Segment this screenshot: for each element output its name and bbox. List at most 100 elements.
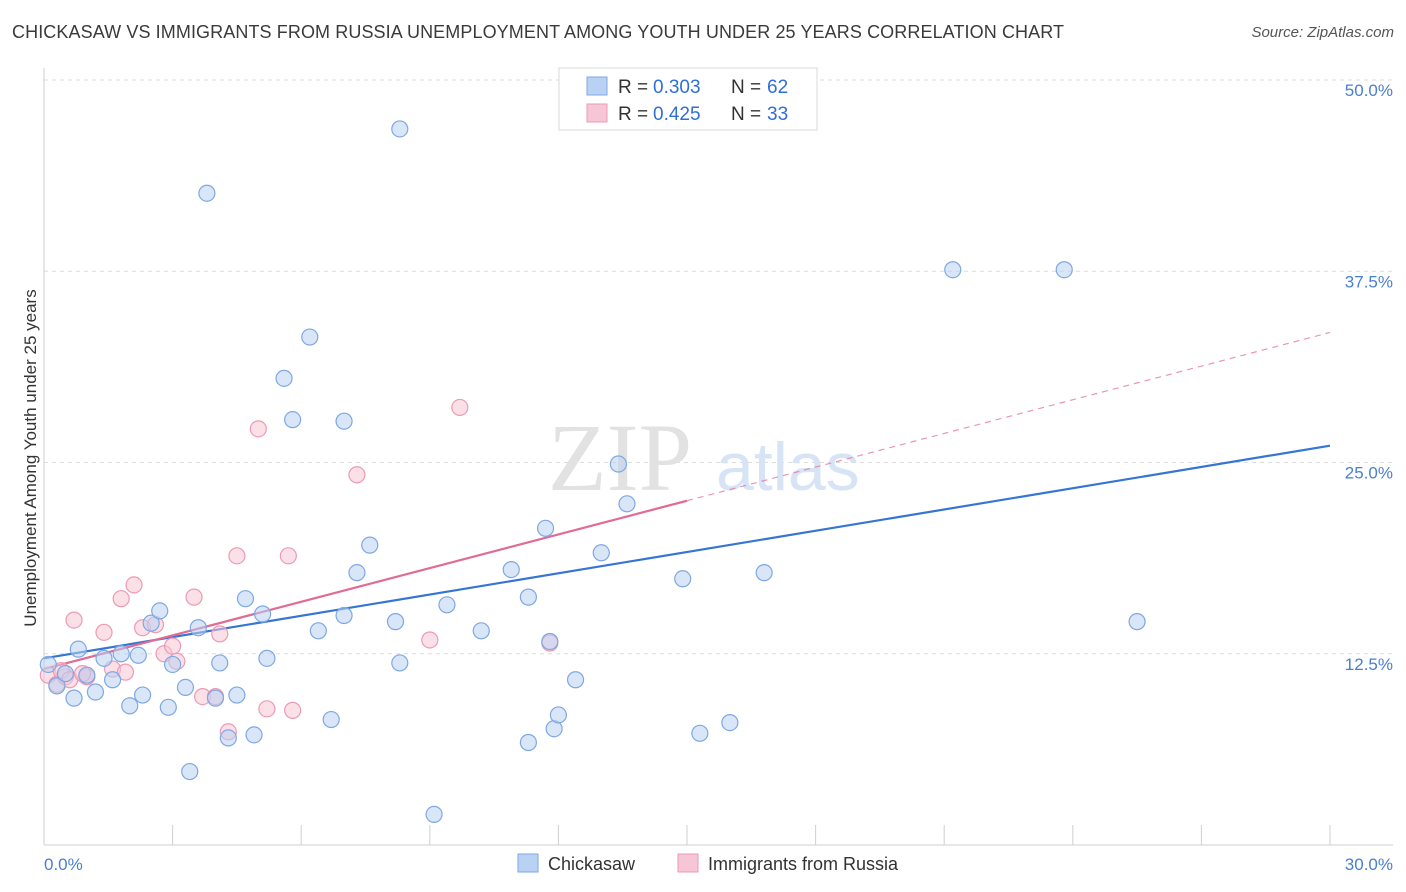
legend-swatch-russia [586, 103, 608, 123]
point-chickasaw-14 [151, 602, 169, 620]
bottom-legend-russia: Immigrants from Russia [708, 854, 899, 874]
point-chickasaw-32 [322, 710, 340, 729]
point-chickasaw-38 [391, 120, 409, 138]
y-tick-0: 12.5% [1345, 655, 1393, 674]
point-chickasaw-36 [361, 536, 379, 554]
point-chickasaw-26 [254, 605, 272, 623]
point-chickasaw-19 [198, 184, 216, 202]
point-chickasaw-54 [674, 570, 692, 588]
point-chickasaw-8 [103, 671, 122, 689]
point-russia-8 [116, 663, 135, 681]
point-russia-20 [228, 547, 246, 565]
axes [43, 68, 1393, 846]
point-chickasaw-22 [219, 729, 237, 747]
point-chickasaw-31 [309, 622, 327, 640]
legend-n-label-0: N = [731, 77, 761, 98]
legend-r-value-1: 0.425 [653, 104, 701, 125]
point-chickasaw-17 [176, 678, 195, 697]
point-russia-7 [112, 590, 130, 608]
point-chickasaw-11 [129, 646, 147, 664]
point-russia-24 [284, 701, 302, 719]
point-chickasaw-47 [541, 632, 559, 651]
point-chickasaw-15 [159, 698, 177, 716]
point-chickasaw-61 [181, 762, 199, 781]
point-chickasaw-29 [284, 411, 302, 429]
point-chickasaw-12 [133, 686, 152, 704]
point-chickasaw-27 [258, 649, 276, 667]
point-russia-3 [65, 611, 83, 629]
point-chickasaw-23 [228, 686, 246, 704]
point-russia-13 [164, 637, 182, 655]
point-chickasaw-0 [39, 655, 57, 674]
point-chickasaw-30 [301, 328, 319, 346]
legend-n-value-1: 33 [767, 104, 788, 125]
y-axis-label: Unemployment Among Youth under 25 years [21, 289, 40, 626]
legend-r-value-0: 0.303 [653, 77, 701, 98]
legend-n-value-0: 62 [767, 77, 788, 98]
point-chickasaw-59 [1055, 261, 1073, 279]
point-chickasaw-18 [189, 619, 207, 637]
series-immigrants-from-russia [39, 398, 559, 741]
bottom-legend-chickasaw: Chickasaw [548, 854, 636, 874]
watermark: ZIP atlas [548, 404, 860, 511]
legend-n-label-1: N = [731, 104, 761, 125]
point-chickasaw-2 [56, 665, 75, 683]
point-chickasaw-3 [65, 689, 83, 707]
legend-r-label-1: R = [618, 104, 648, 125]
legend-swatch-chickasaw [586, 76, 608, 96]
y-tick-labels: 12.5% 25.0% 37.5% 50.0% [1345, 81, 1393, 674]
trend-line-russia [43, 499, 688, 671]
point-chickasaw-16 [164, 655, 182, 674]
point-russia-5 [95, 623, 113, 641]
legend: R = 0.303 N = 62 R = 0.425 N = 33 [558, 67, 818, 131]
point-chickasaw-21 [211, 654, 229, 672]
point-chickasaw-55 [691, 724, 709, 742]
trend-line-chickasaw [43, 444, 1331, 660]
point-chickasaw-5 [78, 666, 96, 684]
point-chickasaw-1 [48, 677, 66, 695]
series-chickasaw [39, 120, 1146, 824]
point-chickasaw-7 [95, 649, 113, 667]
point-chickasaw-41 [438, 596, 456, 614]
point-chickasaw-50 [566, 671, 585, 689]
point-chickasaw-42 [472, 622, 490, 640]
point-russia-23 [279, 547, 297, 565]
point-russia-9 [125, 576, 143, 594]
point-chickasaw-34 [335, 412, 353, 430]
bottom-legend-swatch-chickasaw [517, 853, 539, 873]
point-chickasaw-35 [348, 564, 366, 582]
point-chickasaw-33 [335, 606, 353, 625]
point-chickasaw-24 [236, 590, 255, 608]
grid-lines [44, 79, 1393, 655]
point-chickasaw-58 [944, 261, 962, 279]
legend-r-label-0: R = [618, 77, 648, 98]
point-chickasaw-60 [1128, 613, 1146, 631]
source-label: Source: ZipAtlas.com [1251, 24, 1394, 41]
watermark-atlas: atlas [716, 429, 860, 505]
point-chickasaw-46 [536, 519, 555, 537]
point-chickasaw-49 [549, 706, 568, 724]
point-russia-21 [249, 420, 267, 438]
point-russia-25 [348, 466, 366, 484]
trend-line-russia-extrapolated [686, 331, 1331, 502]
point-chickasaw-9 [112, 645, 130, 663]
point-chickasaw-6 [86, 683, 105, 701]
point-russia-15 [185, 588, 203, 606]
point-russia-27 [451, 398, 469, 417]
point-russia-22 [258, 700, 276, 718]
x-tick-max: 30.0% [1345, 855, 1393, 874]
point-chickasaw-57 [755, 564, 773, 582]
chart-title: CHICKASAW VS IMMIGRANTS FROM RUSSIA UNEM… [12, 22, 1065, 42]
point-russia-26 [421, 631, 439, 649]
y-tick-3: 50.0% [1345, 81, 1393, 100]
y-tick-2: 37.5% [1345, 272, 1393, 291]
point-chickasaw-25 [245, 726, 263, 744]
point-chickasaw-4 [69, 640, 87, 658]
point-chickasaw-51 [592, 544, 610, 562]
point-chickasaw-52 [609, 455, 628, 473]
point-chickasaw-45 [519, 733, 537, 752]
point-chickasaw-44 [519, 588, 537, 606]
x-tick-min: 0.0% [44, 855, 83, 874]
point-chickasaw-40 [425, 805, 443, 824]
